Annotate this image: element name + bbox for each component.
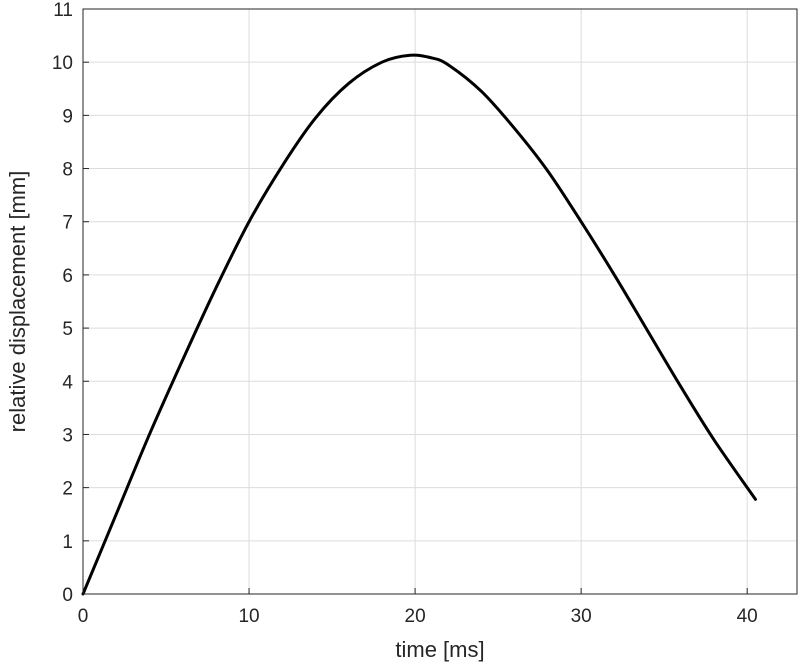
series-layer (81, 53, 757, 596)
y-tick-label: 9 (62, 106, 73, 127)
grid (83, 9, 797, 594)
y-tick-label: 10 (52, 53, 73, 74)
y-tick-label: 2 (62, 479, 73, 500)
y-tick-label: 6 (62, 266, 73, 287)
x-tick-label: 0 (78, 606, 89, 627)
y-tick-label: 3 (62, 425, 73, 446)
y-tick-label: 7 (62, 213, 73, 234)
y-tick-label: 4 (62, 372, 73, 393)
x-tick-label: 20 (405, 606, 426, 627)
y-axis-ticks: 0 1 2 3 4 5 6 7 8 9 10 11 (52, 0, 89, 606)
y-tick-label: 0 (62, 585, 73, 606)
series-line (81, 53, 757, 596)
x-tick-label: 10 (238, 606, 259, 627)
plot-area-frame (82, 8, 798, 595)
y-tick-label: 11 (53, 0, 73, 21)
y-tick-label: 1 (62, 532, 73, 553)
y-tick-label: 8 (62, 160, 73, 181)
x-axis-label: time [ms] (395, 637, 484, 662)
x-tick-label: 30 (571, 606, 592, 627)
x-axis-ticks: 0 10 20 30 40 (78, 588, 758, 627)
x-tick-label: 40 (737, 606, 758, 627)
y-axis-label: relative displacement [mm] (5, 171, 30, 433)
y-tick-label: 5 (62, 319, 73, 340)
